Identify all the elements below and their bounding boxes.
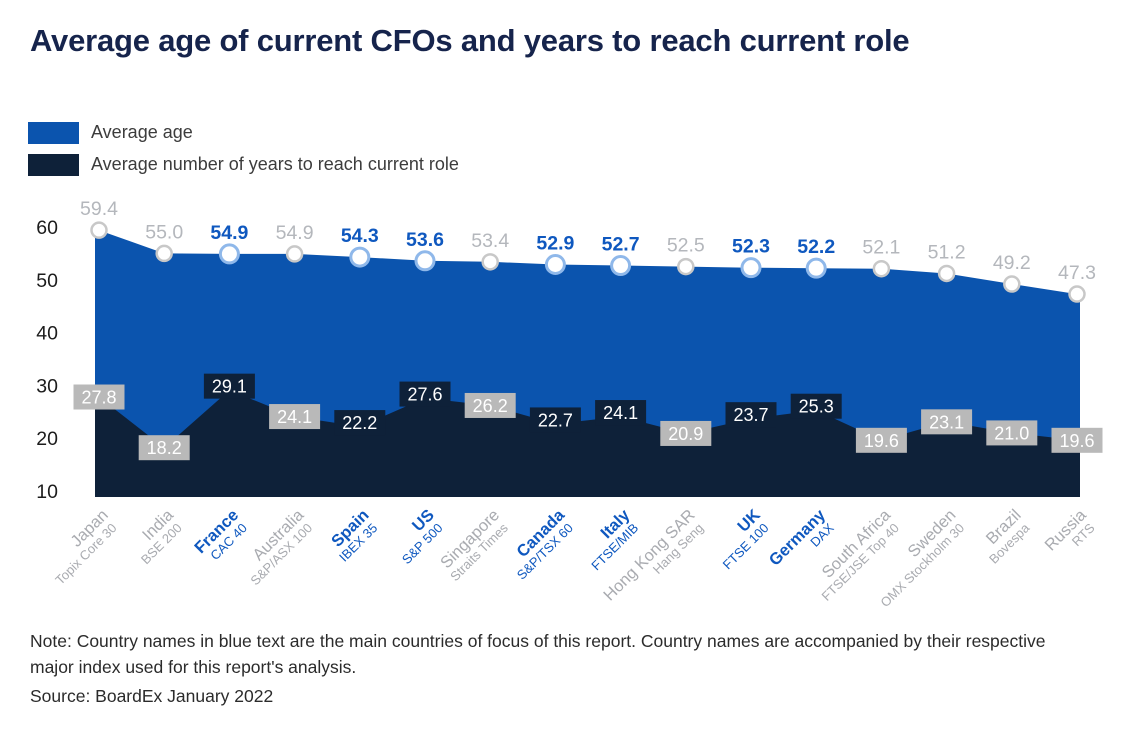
years-value-label: 22.2 [342,413,377,433]
age-value-label: 52.3 [732,236,770,258]
years-area [95,390,1080,497]
legend-swatch-average-age [28,121,79,144]
chart-title: Average age of current CFOs and years to… [30,23,910,58]
years-value-label: 27.6 [407,385,442,405]
years-value-label: 27.8 [81,388,116,408]
age-value-label: 54.3 [341,225,379,247]
years-value-label: 29.1 [212,377,247,397]
legend-item-average-age: Average age [28,121,459,144]
age-point-marker [677,257,695,276]
legend-label: Average number of years to reach current… [91,154,459,174]
age-point-marker [155,244,173,263]
y-axis-tick-label: 40 [36,323,58,345]
age-value-label: 49.2 [993,252,1031,274]
age-point-marker [544,253,566,275]
years-value-badge [203,373,255,399]
age-value-label: 52.7 [602,234,640,256]
y-axis-tick-label: 50 [36,270,58,292]
age-point-marker [349,246,371,268]
age-point-marker [285,245,304,263]
years-value-badge [725,402,777,428]
chart-source: Source: BoardEx January 2022 [30,686,274,706]
age-value-label: 52.9 [536,232,574,254]
years-value-badge [334,410,386,436]
age-point-marker [414,250,436,272]
age-point-marker [740,257,762,279]
years-value-label: 23.1 [929,412,964,432]
age-point-marker [481,253,499,271]
age-value-label: 53.6 [406,229,444,251]
years-value-label: 19.6 [864,431,899,451]
years-value-label: 20.9 [668,424,703,444]
years-value-badge [269,404,321,430]
years-value-badge [660,420,712,446]
years-value-badge [790,393,842,419]
years-value-label: 26.2 [473,396,508,416]
years-value-label: 19.6 [1059,431,1094,451]
age-value-label: 52.2 [797,236,835,258]
y-axis-tick-label: 20 [36,428,58,450]
y-axis-tick-label: 30 [36,375,58,397]
years-value-label: 24.1 [277,407,312,427]
years-value-badge [921,409,973,435]
age-point-marker [1003,275,1021,293]
age-point-marker [805,257,827,279]
years-value-badge [138,435,190,461]
age-point-marker [610,255,632,277]
years-value-label: 21.0 [994,423,1029,443]
age-value-label: 52.5 [667,235,705,257]
age-value-label: 55.0 [145,221,183,243]
years-value-label: 18.2 [147,438,182,458]
years-value-badge [595,400,647,426]
years-value-badge [986,420,1038,446]
age-value-label: 51.2 [928,241,966,263]
years-value-badge [1051,427,1103,453]
age-value-label: 52.1 [862,237,900,259]
legend-swatch-years-to-role [28,153,79,176]
age-point-marker [90,221,108,239]
years-value-badge [73,384,125,410]
age-point-marker [872,259,891,278]
chart-note: Note: Country names in blue text are the… [30,631,1046,677]
age-value-label: 54.9 [276,222,314,244]
age-point-marker [937,264,956,283]
y-axis-tick-label: 60 [36,217,58,239]
years-value-label: 22.7 [538,410,573,430]
years-value-label: 23.7 [733,405,768,425]
chart-legend: Average age Average number of years to r… [28,121,459,185]
y-axis-tick-label: 10 [36,481,58,503]
age-value-label: 59.4 [80,198,118,220]
years-value-label: 25.3 [799,397,834,417]
years-value-label: 24.1 [603,403,638,423]
age-point-marker [1068,285,1086,303]
age-value-label: 53.4 [471,230,509,252]
years-value-badge [529,407,581,433]
age-value-label: 54.9 [210,222,248,244]
age-value-label: 47.3 [1058,262,1096,284]
years-value-badge [464,392,516,418]
legend-item-years-to-role: Average number of years to reach current… [28,153,459,176]
age-point-marker [218,243,240,265]
years-value-badge [399,381,451,407]
legend-label: Average age [91,122,193,142]
years-value-badge [855,427,907,453]
